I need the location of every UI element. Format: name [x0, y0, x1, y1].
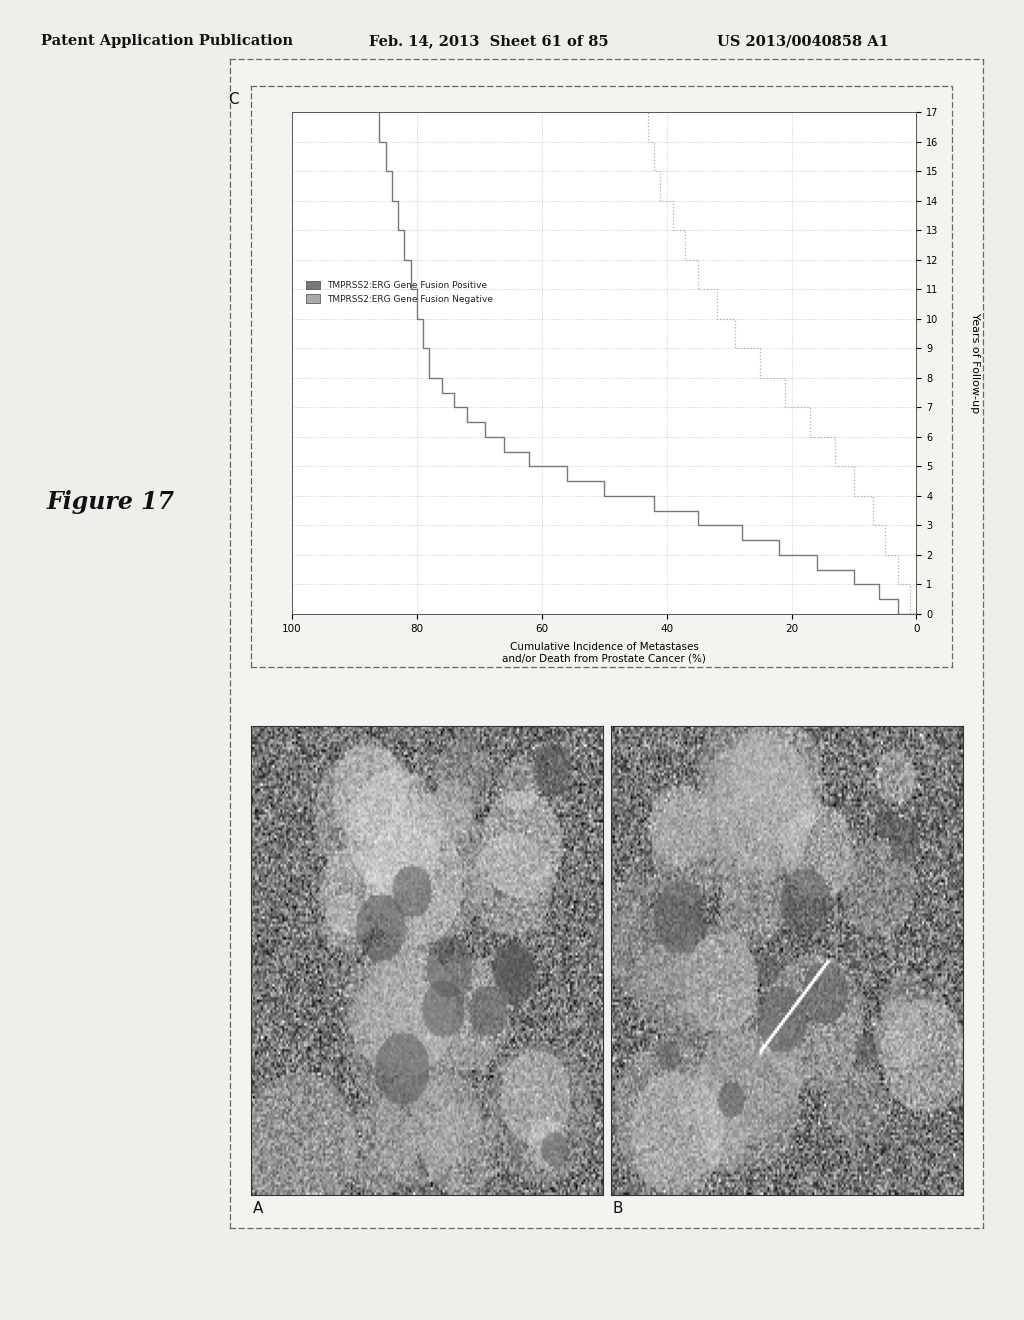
Text: B: B [612, 1201, 624, 1216]
Text: Figure 17: Figure 17 [46, 490, 174, 513]
Text: Patent Application Publication: Patent Application Publication [41, 34, 293, 49]
Text: US 2013/0040858 A1: US 2013/0040858 A1 [717, 34, 889, 49]
Text: A: A [253, 1201, 263, 1216]
Y-axis label: Years of Follow-up: Years of Follow-up [971, 313, 980, 413]
X-axis label: Cumulative Incidence of Metastases
and/or Death from Prostate Cancer (%): Cumulative Incidence of Metastases and/o… [502, 642, 707, 664]
Text: C: C [228, 92, 239, 107]
Legend: TMPRSS2:ERG Gene Fusion Positive, TMPRSS2:ERG Gene Fusion Negative: TMPRSS2:ERG Gene Fusion Positive, TMPRSS… [303, 277, 497, 308]
Text: Feb. 14, 2013  Sheet 61 of 85: Feb. 14, 2013 Sheet 61 of 85 [369, 34, 608, 49]
